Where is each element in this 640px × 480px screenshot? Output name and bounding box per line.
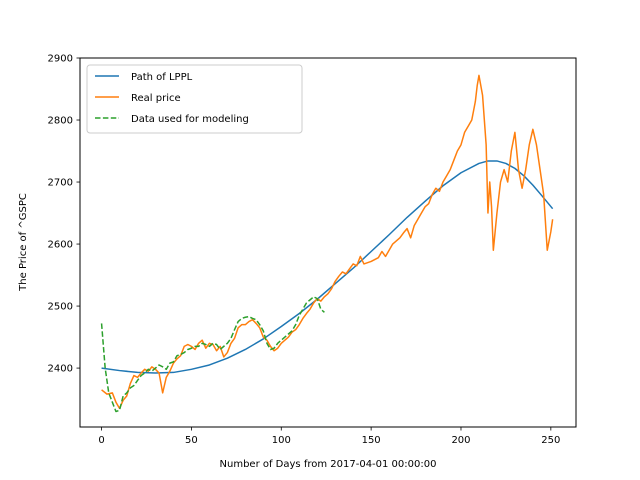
plot-area	[100, 74, 554, 413]
legend: Path of LPPL Real price Data used for mode…	[86, 64, 303, 134]
y-tick-label: 2400	[48, 364, 73, 375]
y-tick-label: 2600	[48, 240, 73, 251]
x-tick-label: 200	[451, 435, 470, 446]
y-tick-label: 2800	[48, 116, 73, 127]
axes: 0 50 100 150 200 250 2400 2500 2600 2700 2800 2900	[48, 54, 577, 446]
y-tick-label: 2500	[48, 302, 73, 313]
x-tick-label: 0	[98, 435, 104, 446]
x-axis-label: Number of Days from 2017-04-01 00:00:00	[220, 459, 437, 470]
legend-entry-3: Data used for modeling	[131, 114, 249, 125]
series-group	[100, 74, 554, 413]
legend-entry-2: Real price	[131, 93, 181, 104]
x-tick-label: 150	[362, 435, 381, 446]
y-tick-label: 2700	[48, 178, 73, 189]
y-tick-label: 2900	[48, 54, 73, 65]
x-tick-label: 50	[185, 435, 198, 446]
series-line-3	[100, 296, 325, 413]
plot-frame	[79, 57, 577, 428]
legend-box	[86, 64, 303, 134]
x-tick-label: 100	[272, 435, 291, 446]
x-tick-label: 250	[541, 435, 560, 446]
y-axis-label: The Price of ^GSPC	[18, 193, 29, 292]
legend-entry-1: Path of LPPL	[131, 72, 193, 83]
series-line-2	[101, 74, 554, 410]
